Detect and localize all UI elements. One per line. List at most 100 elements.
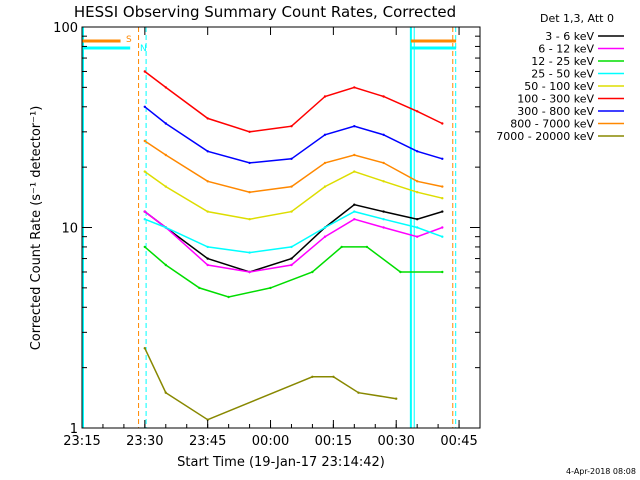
- series-line-0: [144, 203, 443, 273]
- series-point-2: [399, 270, 402, 274]
- series-point-5: [164, 86, 167, 89]
- y-tick-label: 10: [61, 222, 78, 237]
- series-point-8: [206, 418, 209, 421]
- series-line-8: [144, 347, 397, 421]
- annotation-n: N: [140, 44, 147, 54]
- legend-entry-label: 100 - 300 keV: [517, 93, 594, 106]
- series-point-3: [248, 251, 251, 254]
- series-line-5: [144, 70, 443, 133]
- series-point-2: [143, 245, 146, 249]
- y-tick-label: 1: [70, 422, 78, 437]
- series-point-1: [416, 235, 419, 238]
- series-point-8: [332, 375, 335, 378]
- series-point-1: [206, 263, 209, 267]
- series-point-4: [290, 210, 293, 213]
- series-line-7: [144, 140, 443, 193]
- series-point-7: [143, 139, 146, 143]
- series-point-6: [353, 125, 356, 128]
- series-point-4: [416, 191, 419, 194]
- series-point-4: [441, 197, 444, 200]
- series-line-3: [144, 210, 443, 254]
- legend-entry-label: 800 - 7000 keV: [510, 118, 594, 131]
- series-point-2: [365, 245, 369, 249]
- legend-entry-label: 50 - 100 keV: [524, 80, 594, 93]
- series-point-4: [206, 210, 209, 213]
- series-point-1: [143, 210, 146, 213]
- x-axis-label: Start Time (19-Jan-17 23:14:42): [177, 455, 385, 470]
- series-point-4: [248, 218, 251, 221]
- series-point-7: [290, 185, 293, 188]
- annotation-s: S: [126, 35, 132, 45]
- series-point-6: [290, 157, 293, 160]
- series-point-0: [382, 210, 385, 213]
- series-point-7: [323, 161, 327, 165]
- series-point-3: [143, 218, 146, 221]
- series-point-8: [143, 347, 146, 350]
- series-point-8: [395, 397, 398, 400]
- x-tick-label: 23:30: [126, 434, 163, 449]
- series-point-5: [248, 130, 251, 133]
- series-point-4: [143, 170, 146, 173]
- x-tick-label: 00:00: [252, 434, 289, 449]
- series-point-2: [441, 270, 444, 274]
- series-line-2: [144, 246, 443, 298]
- series-point-1: [382, 226, 385, 229]
- series-point-5: [143, 70, 146, 73]
- series-line-1: [144, 211, 443, 273]
- series-point-7: [353, 153, 356, 157]
- series-point-4: [323, 185, 327, 188]
- series-point-5: [290, 125, 293, 128]
- series-point-3: [290, 245, 293, 249]
- x-tick-label: 00:15: [315, 434, 352, 449]
- series-point-7: [382, 161, 385, 165]
- legend-entry-label: 300 - 800 keV: [517, 105, 594, 118]
- series-point-3: [323, 226, 327, 229]
- series-point-2: [198, 286, 201, 290]
- series-point-3: [382, 218, 385, 221]
- series-point-2: [164, 263, 167, 267]
- series-point-2: [269, 286, 272, 290]
- series-point-3: [206, 245, 209, 249]
- series-point-5: [382, 95, 385, 98]
- series-point-1: [353, 218, 356, 221]
- series-point-3: [416, 226, 419, 229]
- series-point-5: [323, 95, 327, 98]
- legend-entry-label: 12 - 25 keV: [531, 55, 594, 68]
- series-point-3: [441, 235, 444, 238]
- chart-title: HESSI Observing Summary Count Rates, Cor…: [74, 3, 456, 21]
- series-point-4: [164, 185, 167, 188]
- series-point-6: [143, 105, 146, 109]
- x-tick-label: 23:15: [63, 434, 100, 449]
- plot-area: [82, 27, 457, 428]
- legend-entry-label: 7000 - 20000 keV: [496, 130, 594, 143]
- x-tick-label: 00:45: [440, 434, 477, 449]
- series-point-6: [206, 150, 209, 153]
- series-point-4: [353, 170, 356, 173]
- y-tick-label: 100: [53, 21, 78, 36]
- series-point-3: [164, 226, 167, 229]
- series-point-5: [441, 122, 444, 125]
- series-point-2: [340, 245, 343, 249]
- series-point-2: [311, 270, 314, 274]
- series-point-8: [311, 375, 314, 378]
- series-point-5: [353, 86, 356, 89]
- series-point-5: [416, 110, 419, 113]
- series-point-7: [164, 153, 167, 157]
- series-line-6: [144, 106, 443, 164]
- series-point-6: [323, 133, 327, 136]
- series-point-6: [382, 133, 385, 136]
- series-point-5: [206, 117, 209, 120]
- series-point-7: [248, 191, 251, 194]
- x-axis: 23:15 23:30 23:45 00:00 00:15 00:30 00:45: [63, 27, 481, 449]
- series-point-6: [441, 157, 444, 160]
- series-point-1: [323, 235, 327, 238]
- series-line-4: [144, 170, 443, 220]
- series-point-7: [416, 180, 419, 183]
- series-point-3: [353, 210, 356, 213]
- legend-title: Det 1,3, Att 0: [540, 12, 614, 25]
- footer-timestamp: 4-Apr-2018 08:08: [566, 467, 636, 476]
- x-tick-label: 23:45: [189, 434, 226, 449]
- series-point-1: [441, 226, 444, 229]
- plot-frame: [81, 26, 481, 429]
